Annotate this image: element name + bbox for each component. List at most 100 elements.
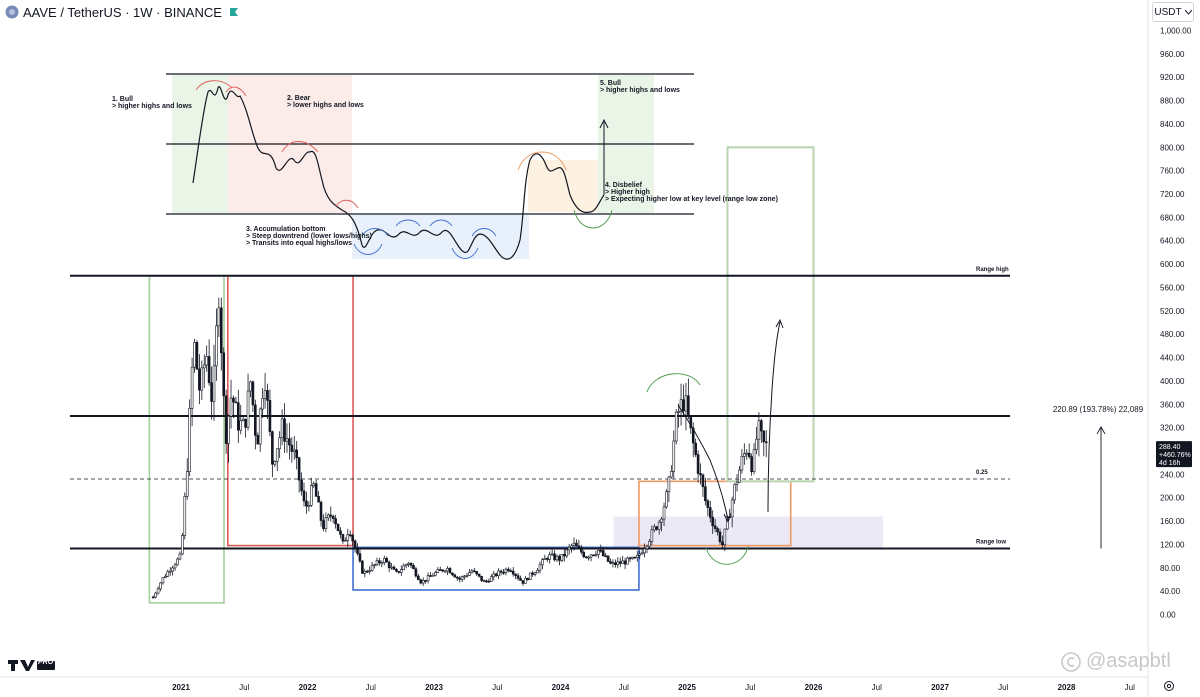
y-tick-label: 640.00 — [1160, 237, 1185, 246]
candle-body — [499, 570, 503, 573]
candle-body — [611, 562, 615, 564]
candle-body — [159, 582, 162, 590]
candle-body — [190, 366, 194, 409]
x-tick-label: Jul — [239, 683, 249, 692]
candle-body — [365, 570, 369, 573]
candle-body — [674, 411, 678, 442]
flag-icon[interactable] — [229, 7, 239, 17]
candle-body — [618, 561, 622, 564]
price-tag-bg — [1156, 441, 1192, 468]
candle-body — [446, 568, 449, 572]
candle-body — [258, 408, 262, 445]
candle-body — [285, 438, 289, 442]
candle-body — [672, 440, 676, 472]
candle-body — [207, 356, 211, 384]
y-tick-label: 400.00 — [1160, 377, 1185, 386]
price-tag-line: 4d 16h — [1159, 460, 1181, 467]
schematic-price-path — [192, 86, 605, 260]
x-tick-label: 2023 — [425, 683, 443, 692]
candle-body — [570, 545, 573, 548]
candle-body — [351, 534, 354, 542]
candle-body — [256, 435, 260, 445]
copyright-icon — [1061, 651, 1081, 672]
candle-body — [699, 473, 702, 476]
candle-body — [392, 566, 396, 570]
y-tick-label: 360.00 — [1160, 400, 1185, 409]
candle-body — [341, 534, 345, 542]
candle-body — [212, 365, 216, 402]
candle-body — [353, 540, 357, 549]
pro-badge: PRO — [38, 659, 54, 666]
candle-body — [387, 561, 391, 569]
candle-body — [458, 577, 461, 580]
measure-arrow — [1096, 426, 1106, 435]
tradingview-logo[interactable]: PRO — [8, 658, 56, 677]
y-tick-label: 40.00 — [1160, 587, 1181, 596]
y-tick-label: 560.00 — [1160, 283, 1185, 292]
candle-body — [463, 575, 466, 578]
x-tick-label: Jul — [492, 683, 502, 692]
candle-body — [441, 569, 444, 572]
annotation-line: 5. Bull — [600, 80, 621, 87]
candle-body — [178, 553, 182, 560]
candle-body — [558, 555, 561, 561]
time-axis[interactable]: 2021 Jul 2022 Jul 2023 Jul 2024 Jul 2025 Jul 2026 J… — [172, 683, 1135, 692]
candle-body — [246, 390, 250, 428]
candle-body — [407, 562, 410, 565]
candle-body — [538, 564, 542, 571]
candle-body — [567, 547, 571, 551]
candle-body — [752, 449, 756, 473]
candle-body — [511, 570, 515, 575]
candle-body — [451, 572, 454, 576]
candle-body — [370, 564, 374, 571]
candle-body — [516, 575, 520, 579]
candle-body — [679, 399, 683, 412]
candle-body — [635, 554, 639, 558]
y-tick-label: 840.00 — [1160, 120, 1185, 129]
candle-body — [395, 569, 398, 572]
chart-header: AAVE / TetherUS · 1W · BINANCE — [0, 0, 1140, 24]
candle-body — [263, 390, 267, 399]
y-tick-label: 480.00 — [1160, 330, 1185, 339]
candle-body — [424, 580, 427, 582]
symbol-title[interactable]: AAVE / TetherUS · 1W · BINANCE — [23, 4, 222, 20]
candle-body — [151, 596, 155, 599]
candle-body — [545, 558, 549, 560]
candle-body — [368, 570, 371, 572]
price-axis[interactable]: 1,000.00 960.00 920.00 880.00 840.00 800.00 76… — [1160, 27, 1192, 620]
y-tick-label: 0.00 — [1160, 611, 1176, 620]
candle-body — [434, 572, 437, 576]
candle-body — [528, 572, 532, 580]
candle-body — [251, 381, 255, 406]
candle-body — [519, 578, 522, 581]
candle-body — [295, 449, 298, 459]
candle-body — [747, 452, 751, 457]
candle-body — [509, 570, 513, 573]
candle-body — [694, 442, 697, 455]
candle-body — [721, 541, 724, 545]
candle-body — [507, 568, 510, 572]
candle-body — [271, 431, 274, 465]
candle-body — [266, 390, 269, 401]
projection-up-arrow — [775, 318, 784, 329]
chevron-down-icon — [1184, 9, 1192, 15]
candle-body — [497, 570, 500, 576]
candle-body — [312, 483, 316, 486]
y-tick-label: 320.00 — [1160, 424, 1185, 433]
currency-selector[interactable]: USDT — [1152, 2, 1194, 22]
candle-body — [185, 471, 189, 497]
gear-icon[interactable] — [1163, 680, 1175, 692]
candle-body — [524, 577, 527, 584]
candle-body — [487, 580, 491, 583]
candle-body — [431, 574, 435, 577]
candle-body — [616, 561, 620, 566]
orange-box — [638, 480, 792, 547]
y-tick-label: 80.00 — [1160, 564, 1181, 573]
candle-body — [305, 500, 308, 507]
candle-body — [682, 399, 685, 412]
candle-body — [667, 476, 671, 493]
cycle-schematic — [166, 73, 694, 260]
candle-body — [331, 515, 335, 519]
candle-body — [594, 554, 598, 556]
